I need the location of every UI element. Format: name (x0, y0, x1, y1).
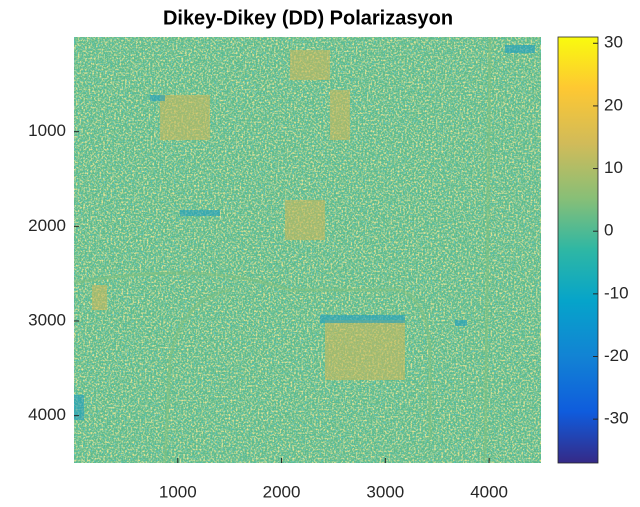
chart: Dikey-Dikey (DD) Polarizasyon 1000 2000 30… (0, 0, 640, 507)
colorbar-tick-label: 20 (604, 95, 623, 114)
colorbar-tick-label: 0 (604, 221, 613, 240)
x-tick-label: 1000 (159, 482, 197, 501)
y-tick-label: 1000 (28, 121, 66, 140)
colorbar (558, 37, 598, 463)
colorbar-tick-label: 30 (604, 33, 623, 52)
colorbar-tick-label: -20 (604, 346, 629, 365)
colorbar-tick-label: -10 (604, 283, 629, 302)
y-tick-label: 4000 (28, 405, 66, 424)
sar-image (74, 37, 541, 463)
y-tick-label: 2000 (28, 216, 66, 235)
colorbar-tick-label: 10 (604, 158, 623, 177)
x-tick-label: 4000 (470, 482, 508, 501)
chart-title: Dikey-Dikey (DD) Polarizasyon (163, 7, 453, 29)
x-tick-label: 3000 (366, 482, 404, 501)
y-tick-label: 3000 (28, 310, 66, 329)
colorbar-tick-label: -30 (604, 409, 629, 428)
x-tick-label: 2000 (263, 482, 301, 501)
